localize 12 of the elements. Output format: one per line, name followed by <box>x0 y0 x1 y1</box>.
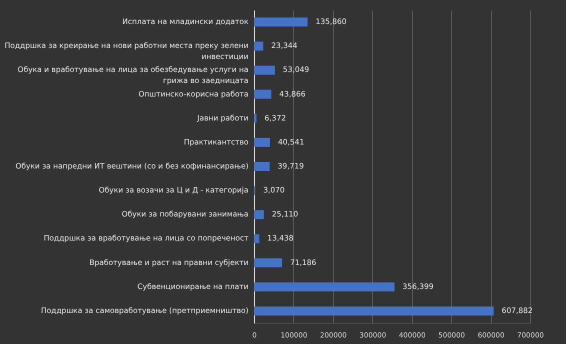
bar <box>254 162 270 171</box>
bar <box>254 234 260 244</box>
bar <box>254 114 257 123</box>
bar <box>254 210 264 220</box>
bar <box>254 258 282 268</box>
bar <box>254 66 275 75</box>
bar <box>254 18 308 27</box>
bar <box>254 90 272 99</box>
bar <box>254 42 264 51</box>
bar <box>254 138 270 147</box>
bar <box>254 282 395 292</box>
bar <box>254 306 494 316</box>
